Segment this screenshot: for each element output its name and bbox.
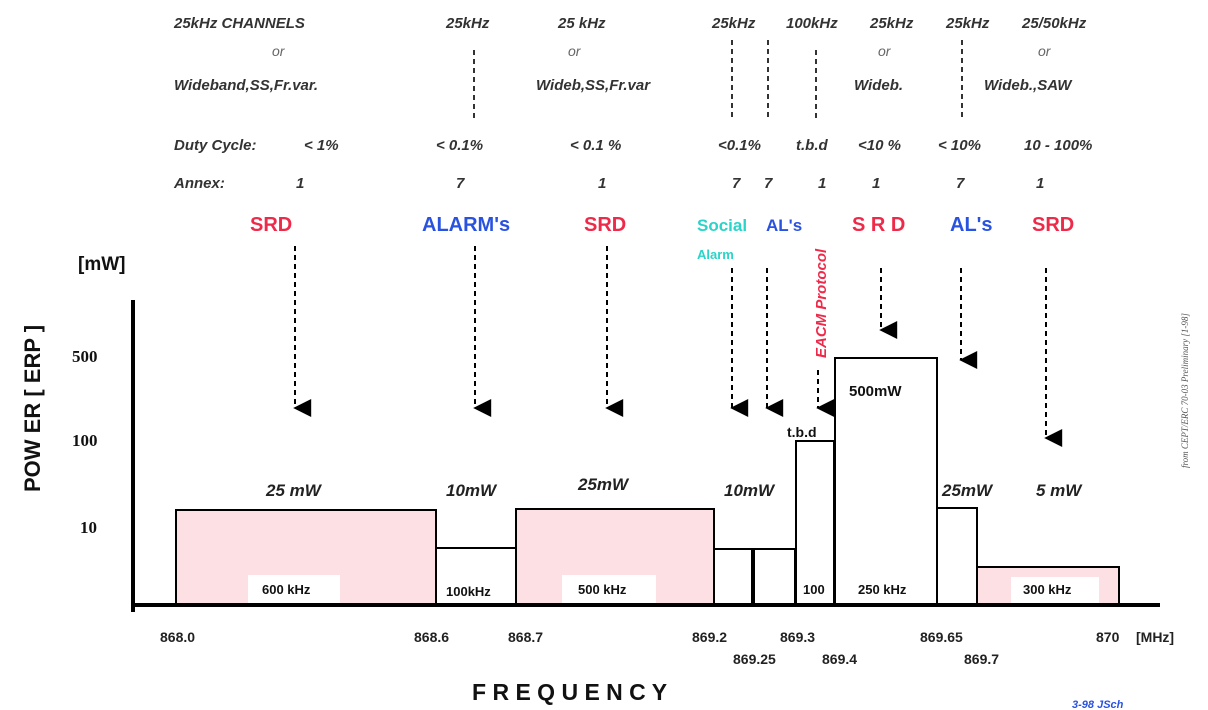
header-or-3: or	[568, 43, 582, 59]
duty-value-2: < 0.1%	[436, 137, 483, 154]
tag-srd-3: S R D	[852, 214, 905, 236]
annex-value-8: 1	[1036, 175, 1044, 192]
header-or-6: or	[878, 43, 892, 59]
header-channel-8: 25/50kHz	[1021, 15, 1087, 32]
header-channel-3: 25 kHz	[557, 15, 606, 32]
x-tick-869-3: 869.3	[780, 629, 815, 645]
tag-social-alarm: Alarm	[697, 247, 734, 262]
power-label-band-2: 10mW	[446, 481, 498, 500]
annex-label: Annex:	[173, 175, 225, 192]
y-tick-10: 10	[80, 518, 97, 537]
tag-alarms: ALARM's	[422, 214, 510, 236]
band-width-250: 250 kHz	[858, 582, 907, 597]
x-axis-unit: [MHz]	[1136, 629, 1174, 645]
duty-value-4: <0.1%	[718, 137, 761, 154]
power-label-band-6: 500mW	[849, 383, 902, 400]
annex-value-2: 7	[456, 175, 465, 192]
header-or-8: or	[1038, 43, 1052, 59]
tag-social: Social	[697, 216, 747, 235]
band-869-65	[936, 507, 978, 606]
tag-srd-4: SRD	[1032, 214, 1074, 236]
x-tick-869-25: 869.25	[733, 651, 776, 667]
x-tick-869-7: 869.7	[964, 651, 999, 667]
width-box	[248, 575, 340, 603]
power-label-band-7: 25mW	[941, 481, 994, 500]
band-869-4	[834, 357, 938, 606]
annex-value-5: 1	[818, 175, 826, 192]
header-channel-6: 25kHz	[869, 15, 914, 32]
x-tick-868-7: 868.7	[508, 629, 543, 645]
header-channel-1: 25kHz CHANNELS	[173, 15, 305, 32]
annex-value-1: 1	[296, 175, 304, 192]
band-width-300: 300 kHz	[1023, 582, 1072, 597]
band-width-600: 600 kHz	[262, 582, 311, 597]
tag-als-2: AL's	[950, 214, 993, 236]
duty-value-5: t.b.d	[796, 137, 828, 154]
annex-value-6: 1	[872, 175, 880, 192]
annex-value-3: 1	[598, 175, 606, 192]
duty-value-6: <10 %	[858, 137, 901, 154]
tag-srd-2: SRD	[584, 214, 626, 236]
x-tick-869-65: 869.65	[920, 629, 963, 645]
x-axis-label: F R E Q U E N C Y	[472, 679, 667, 705]
power-label-band-1: 25 mW	[265, 481, 323, 500]
x-tick-870: 870	[1096, 629, 1120, 645]
header-wideband-6: Wideb.	[854, 77, 903, 94]
header-wideband-1: Wideband,SS,Fr.var.	[174, 77, 318, 94]
width-box	[562, 575, 656, 603]
header-channel-4: 25kHz	[711, 15, 756, 32]
band-width-100: 100	[803, 582, 825, 597]
power-label-band-4: 10mW	[724, 481, 776, 500]
tag-srd-1: SRD	[250, 214, 292, 236]
header-channel-2: 25kHz	[445, 15, 490, 32]
annex-value-4b: 7	[764, 175, 773, 192]
x-tick-868-0: 868.0	[160, 629, 195, 645]
duty-value-1: < 1%	[304, 137, 339, 154]
author-credit: 3-98 JSch	[1072, 699, 1124, 710]
y-tick-500: 500	[72, 347, 98, 366]
duty-value-7: < 10%	[938, 137, 981, 154]
header-or-1: or	[272, 43, 286, 59]
y-tick-100: 100	[72, 431, 98, 450]
duty-value-3: < 0.1 %	[570, 137, 621, 154]
header-channel-7: 25kHz	[945, 15, 990, 32]
header-dividers	[473, 40, 963, 118]
width-box	[1011, 577, 1099, 603]
header-wideband-3: Wideb,SS,Fr.var	[536, 77, 651, 94]
source-note: from CEPT/ERC 70-03 Preliminary [1-98]	[1180, 313, 1190, 468]
x-tick-869-4: 869.4	[822, 651, 857, 667]
band-width-500: 500 kHz	[578, 582, 627, 597]
band-869-25	[753, 548, 796, 606]
x-tick-868-6: 868.6	[414, 629, 449, 645]
duty-value-8: 10 - 100%	[1024, 137, 1092, 154]
x-tick-869-2: 869.2	[692, 629, 727, 645]
power-label-band-5: t.b.d	[787, 424, 817, 440]
band-width-100khz: 100kHz	[446, 584, 491, 599]
y-axis-label: POW ER [ ERP ]	[20, 325, 45, 492]
header-wideband-8: Wideb.,SAW	[984, 77, 1073, 94]
annex-value-7: 7	[956, 175, 965, 192]
band-869-3	[795, 440, 835, 606]
power-label-band-8: 5 mW	[1036, 481, 1083, 500]
power-label-band-3: 25mW	[577, 475, 630, 494]
arrows	[293, 246, 1063, 447]
tag-eacm-protocol: EACM Protocol	[813, 248, 830, 358]
y-axis-unit: [mW]	[78, 254, 125, 275]
band-869-2	[713, 548, 753, 606]
header-channel-5: 100kHz	[786, 15, 838, 32]
tag-als-1: AL's	[766, 216, 802, 235]
annex-value-4a: 7	[732, 175, 741, 192]
duty-label: Duty Cycle:	[174, 137, 257, 154]
band-868-6	[435, 547, 517, 606]
